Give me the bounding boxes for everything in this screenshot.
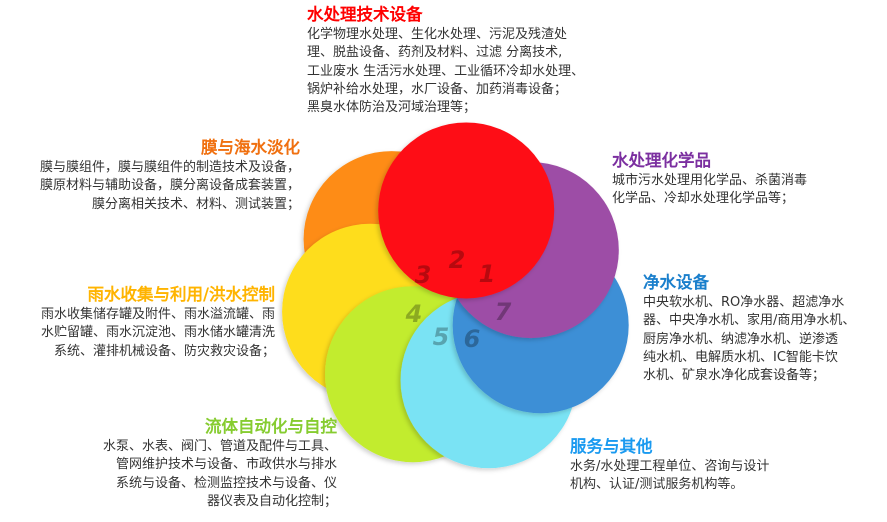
category-line: 水务/水处理工程单位、咨询与设计	[570, 459, 770, 474]
category-line: 水机、矿泉水净化成套设备等；	[643, 368, 826, 384]
category-line: 化学物理水处理、生化水处理、污泥及残渣处	[307, 27, 568, 42]
petal-number-3: 3	[415, 261, 432, 289]
category-line: 锅炉补给水处理，水厂设备、加药消毒设备；	[307, 81, 568, 97]
category-line: 管网维护技术与设备、市政供水与排水	[115, 457, 337, 473]
category-line: 纯水机、电解质水机、IC智能卡饮	[643, 349, 838, 365]
category-line: 理、脱盐设备、药剂及材料、过滤 分离技术,	[307, 45, 563, 61]
category-line: 系统、灌排机械设备、防灾救灾设备；	[53, 343, 275, 359]
category-rainwater-flood-control: 雨水收集与利用/洪水控制 雨水收集储存罐及附件、雨水溢流罐、雨 水贮留罐、雨水沉…	[41, 285, 275, 361]
category-line: 机构、认证/测试服务机构等。	[570, 477, 744, 493]
category-water-purification: 净水设备 中央软水机、RO净水器、超滤净水 器、中央净水机、家用/商用净水机、 …	[643, 273, 855, 385]
category-line: 器、中央净水机、家用/商用净水机、	[643, 313, 856, 329]
petal-number-4: 4	[405, 300, 423, 328]
category-title: 水处理技术设备	[307, 5, 423, 24]
category-line: 黑臭水体防治及河域治理等；	[307, 100, 477, 116]
category-line: 雨水收集储存罐及附件、雨水溢流罐、雨	[40, 307, 275, 322]
category-line: 器仪表及自动化控制；	[206, 493, 337, 509]
category-title: 净水设备	[643, 273, 709, 292]
category-line: 中央软水机、RO净水器、超滤净水	[643, 295, 845, 310]
category-line: 系统与设备、检测监控技术与设备、仪	[115, 475, 337, 491]
petal-number-5: 5	[433, 323, 450, 351]
category-line: 水泵、水表、阀门、管道及配件与工具、	[102, 439, 337, 454]
category-line: 膜与膜组件，膜与膜组件的制造技术及设备，	[39, 160, 300, 175]
category-title: 膜与海水淡化	[201, 138, 300, 157]
category-line: 城市污水处理用化学品、杀菌消毒	[612, 173, 808, 188]
category-water-chemicals: 水处理化学品 城市污水处理用化学品、杀菌消毒 化学品、冷却水处理化学品等；	[612, 151, 807, 209]
category-title: 流体自动化与自控	[205, 417, 337, 436]
category-line: 膜分离相关技术、材料、测试装置；	[91, 196, 300, 212]
category-title: 服务与其他	[570, 437, 653, 456]
category-line: 厨房净水机、纳滤净水机、逆渗透	[643, 331, 839, 347]
category-title: 水处理化学品	[612, 151, 711, 170]
petal-number-7: 7	[495, 298, 512, 326]
category-line: 水贮留罐、雨水沉淀池、雨水储水罐清洗	[40, 325, 275, 341]
petal-1	[378, 122, 555, 299]
category-water-treatment-equipment: 水处理技术设备 化学物理水处理、生化水处理、污泥及残渣处 理、脱盐设备、药剂及材…	[307, 5, 584, 117]
category-line: 化学品、冷却水处理化学品等；	[612, 191, 795, 207]
petal-number-2: 2	[449, 246, 466, 274]
category-services-other: 服务与其他 水务/水处理工程单位、咨询与设计 机构、认证/测试服务机构等。	[570, 437, 769, 495]
category-fluid-automation: 流体自动化与自控 水泵、水表、阀门、管道及配件与工具、 管网维护技术与设备、市政…	[103, 417, 337, 511]
category-membrane-desalination: 膜与海水淡化 膜与膜组件，膜与膜组件的制造技术及设备， 膜原材料与辅助设备，膜分…	[40, 138, 300, 214]
category-title: 雨水收集与利用/洪水控制	[87, 285, 275, 304]
petal-number-1: 1	[479, 260, 496, 288]
category-line: 工业废水 生活污水处理、工业循环冷却水处理、	[307, 63, 585, 79]
petal-number-6: 6	[464, 325, 481, 353]
category-line: 膜原材料与辅助设备，膜分离设备成套装置，	[39, 178, 300, 194]
